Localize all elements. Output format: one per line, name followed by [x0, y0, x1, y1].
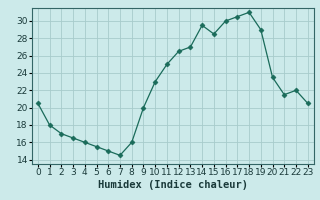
X-axis label: Humidex (Indice chaleur): Humidex (Indice chaleur): [98, 180, 248, 190]
